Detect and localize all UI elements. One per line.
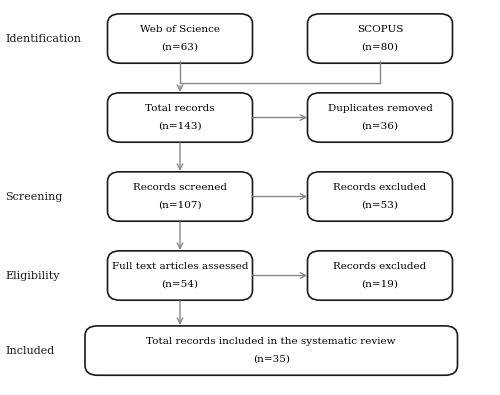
Text: Records excluded: Records excluded (334, 262, 426, 271)
FancyBboxPatch shape (108, 14, 253, 63)
Text: Total records included in the systematic review: Total records included in the systematic… (146, 337, 396, 346)
FancyBboxPatch shape (108, 172, 253, 221)
FancyBboxPatch shape (308, 93, 452, 142)
FancyBboxPatch shape (108, 93, 253, 142)
FancyBboxPatch shape (85, 326, 458, 375)
Text: (n=54): (n=54) (162, 280, 198, 289)
Text: Full text articles assessed: Full text articles assessed (112, 262, 248, 271)
Text: SCOPUS: SCOPUS (357, 25, 403, 34)
FancyBboxPatch shape (108, 251, 253, 300)
Text: (n=63): (n=63) (162, 43, 198, 52)
Text: Screening: Screening (5, 192, 62, 201)
Text: (n=36): (n=36) (362, 122, 399, 131)
Text: (n=80): (n=80) (362, 43, 399, 52)
Text: (n=107): (n=107) (158, 201, 202, 210)
Text: Eligibility: Eligibility (5, 271, 60, 280)
Text: Identification: Identification (5, 34, 81, 43)
Text: Included: Included (5, 346, 54, 356)
FancyBboxPatch shape (308, 14, 452, 63)
Text: (n=53): (n=53) (362, 201, 399, 210)
Text: Records excluded: Records excluded (334, 183, 426, 192)
Text: (n=19): (n=19) (362, 280, 399, 289)
Text: Web of Science: Web of Science (140, 25, 220, 34)
Text: (n=143): (n=143) (158, 122, 202, 131)
Text: (n=35): (n=35) (253, 355, 290, 364)
Text: Duplicates removed: Duplicates removed (328, 104, 432, 113)
Text: Total records: Total records (145, 104, 215, 113)
Text: Records screened: Records screened (133, 183, 227, 192)
FancyBboxPatch shape (308, 172, 452, 221)
FancyBboxPatch shape (308, 251, 452, 300)
